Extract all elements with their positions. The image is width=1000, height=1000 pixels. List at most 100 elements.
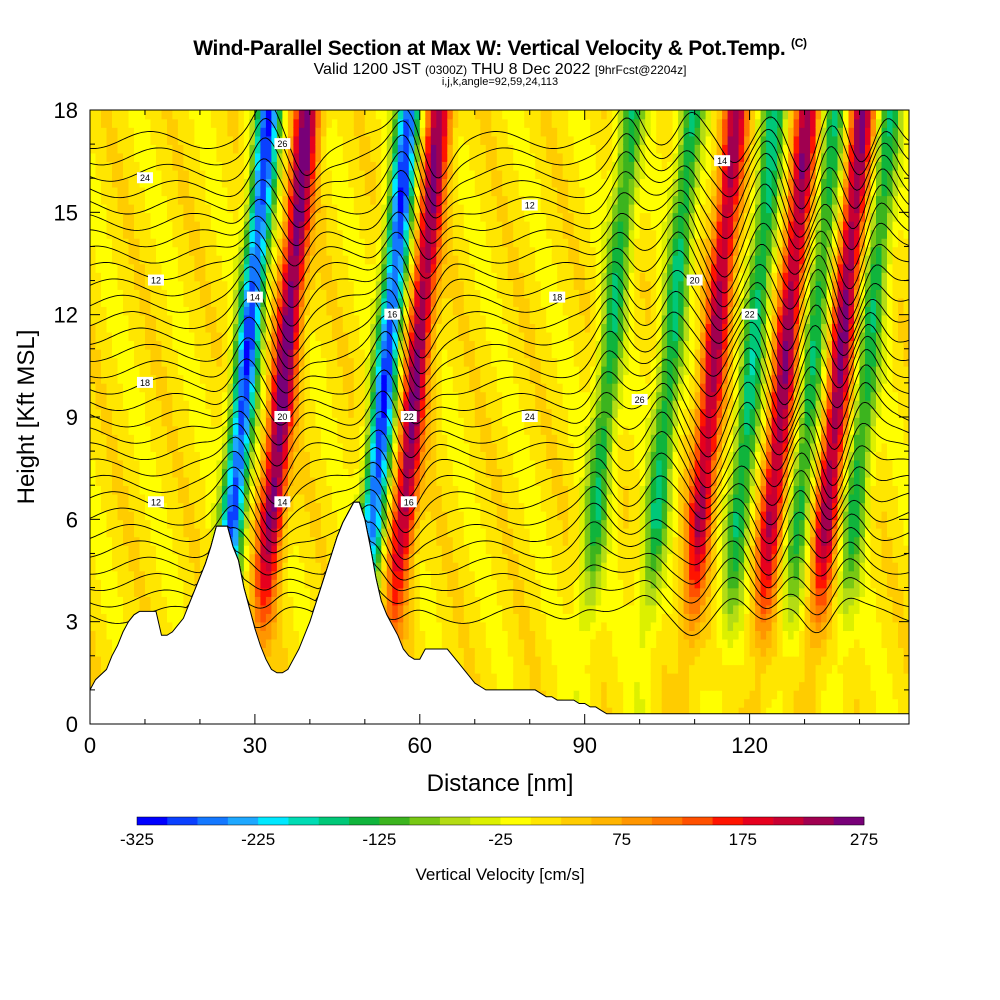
w-cell bbox=[167, 374, 174, 384]
w-cell bbox=[216, 442, 223, 452]
w-cell bbox=[430, 408, 438, 418]
w-cell bbox=[293, 562, 300, 572]
w-cell bbox=[392, 348, 399, 359]
w-cell bbox=[364, 263, 372, 273]
w-cell bbox=[221, 186, 229, 197]
w-cell bbox=[249, 399, 256, 410]
w-cell bbox=[216, 161, 223, 171]
w-cell bbox=[447, 152, 454, 162]
w-cell bbox=[117, 425, 124, 435]
w-cell bbox=[386, 297, 394, 307]
w-cell bbox=[375, 135, 383, 145]
w-cell bbox=[188, 297, 196, 307]
w-cell bbox=[216, 451, 223, 461]
w-cell bbox=[447, 468, 454, 478]
w-cell bbox=[298, 272, 306, 282]
w-cell bbox=[364, 348, 372, 359]
w-cell bbox=[276, 579, 284, 589]
w-cell bbox=[436, 110, 443, 120]
w-cell bbox=[364, 280, 372, 290]
w-cell bbox=[359, 246, 366, 256]
w-cell bbox=[276, 587, 284, 597]
w-cell bbox=[403, 570, 410, 580]
w-cell bbox=[216, 118, 223, 128]
w-cell bbox=[287, 630, 295, 640]
w-cell bbox=[210, 280, 218, 290]
w-cell bbox=[112, 314, 119, 325]
w-cell bbox=[408, 186, 416, 197]
w-cell bbox=[463, 127, 471, 137]
w-cell bbox=[436, 391, 443, 401]
w-cell bbox=[386, 280, 394, 290]
w-cell bbox=[117, 314, 124, 325]
w-cell bbox=[95, 630, 102, 640]
w-cell bbox=[172, 579, 179, 589]
w-cell bbox=[216, 468, 223, 478]
w-cell bbox=[232, 493, 240, 504]
w-cell bbox=[90, 195, 97, 205]
w-cell bbox=[370, 195, 377, 205]
w-cell bbox=[364, 493, 372, 504]
w-cell bbox=[293, 161, 300, 171]
w-cell bbox=[112, 493, 119, 504]
w-cell bbox=[101, 323, 108, 333]
w-cell bbox=[414, 604, 421, 614]
w-cell bbox=[216, 144, 223, 154]
w-cell bbox=[320, 127, 328, 137]
w-cell bbox=[183, 493, 190, 504]
w-cell bbox=[205, 152, 212, 162]
w-cell bbox=[260, 502, 267, 512]
w-cell bbox=[447, 144, 454, 154]
w-cell bbox=[452, 178, 460, 188]
w-cell bbox=[458, 220, 465, 231]
w-cell bbox=[172, 408, 179, 418]
w-cell bbox=[210, 195, 218, 205]
w-cell bbox=[463, 553, 471, 563]
w-cell bbox=[287, 229, 295, 239]
w-cell bbox=[359, 502, 366, 512]
w-cell bbox=[216, 374, 223, 384]
w-cell bbox=[381, 340, 388, 350]
w-cell bbox=[188, 476, 196, 487]
w-cell bbox=[106, 570, 113, 580]
w-cell bbox=[167, 110, 174, 120]
w-cell bbox=[177, 178, 185, 188]
w-cell bbox=[452, 425, 460, 435]
w-cell bbox=[348, 186, 355, 197]
w-cell bbox=[419, 237, 427, 248]
w-cell bbox=[276, 382, 284, 393]
w-cell bbox=[353, 485, 361, 495]
w-cell bbox=[95, 195, 102, 205]
w-cell bbox=[337, 493, 344, 504]
w-cell bbox=[194, 553, 201, 563]
w-cell bbox=[117, 263, 124, 273]
w-cell bbox=[287, 212, 295, 222]
w-cell bbox=[364, 502, 372, 512]
w-cell bbox=[304, 434, 311, 444]
w-cell bbox=[177, 110, 185, 120]
w-cell bbox=[194, 272, 201, 282]
w-cell bbox=[414, 485, 421, 495]
w-cell bbox=[216, 434, 223, 444]
w-cell bbox=[452, 468, 460, 478]
w-cell bbox=[452, 451, 460, 461]
w-cell bbox=[436, 527, 443, 538]
w-cell bbox=[298, 425, 306, 435]
w-cell bbox=[95, 493, 102, 504]
w-cell bbox=[134, 195, 141, 205]
w-cell bbox=[172, 527, 179, 538]
w-cell bbox=[112, 297, 119, 307]
w-cell bbox=[425, 587, 432, 597]
w-cell bbox=[463, 476, 471, 487]
w-cell bbox=[463, 212, 471, 222]
w-cell bbox=[419, 127, 427, 137]
w-cell bbox=[293, 144, 300, 154]
w-cell bbox=[375, 340, 383, 350]
w-cell bbox=[353, 144, 361, 154]
w-cell bbox=[331, 229, 339, 239]
w-cell bbox=[265, 493, 273, 504]
w-cell bbox=[134, 297, 141, 307]
w-cell bbox=[452, 587, 460, 597]
w-cell bbox=[117, 604, 124, 614]
w-cell bbox=[123, 553, 130, 563]
